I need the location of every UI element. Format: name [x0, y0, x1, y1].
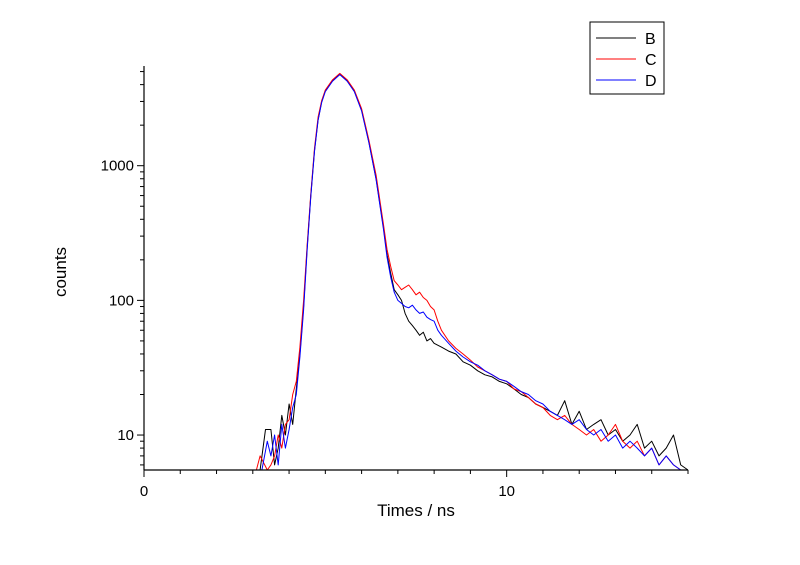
legend-label-c: C — [645, 52, 657, 69]
series-line-d — [144, 74, 688, 471]
y-tick-label: 10 — [117, 427, 134, 444]
legend: BCD — [589, 21, 665, 95]
y-axis: 10 100 1000 — [101, 66, 145, 470]
x-tick-label: 10 — [498, 483, 515, 500]
x-tick-label: 0 — [140, 483, 148, 500]
y-axis-title: counts — [51, 247, 70, 297]
legend-label-b: B — [645, 31, 656, 48]
y-tick-label: 100 — [109, 292, 134, 309]
series-line-c — [144, 72, 688, 471]
legend-box — [589, 21, 665, 95]
series-line-b — [144, 73, 689, 471]
plot-area — [144, 72, 689, 471]
x-axis-title: Times / ns — [377, 501, 455, 520]
x-axis: 0 10 — [140, 469, 689, 500]
legend-label-d: D — [645, 73, 657, 90]
y-tick-label: 1000 — [101, 158, 134, 175]
